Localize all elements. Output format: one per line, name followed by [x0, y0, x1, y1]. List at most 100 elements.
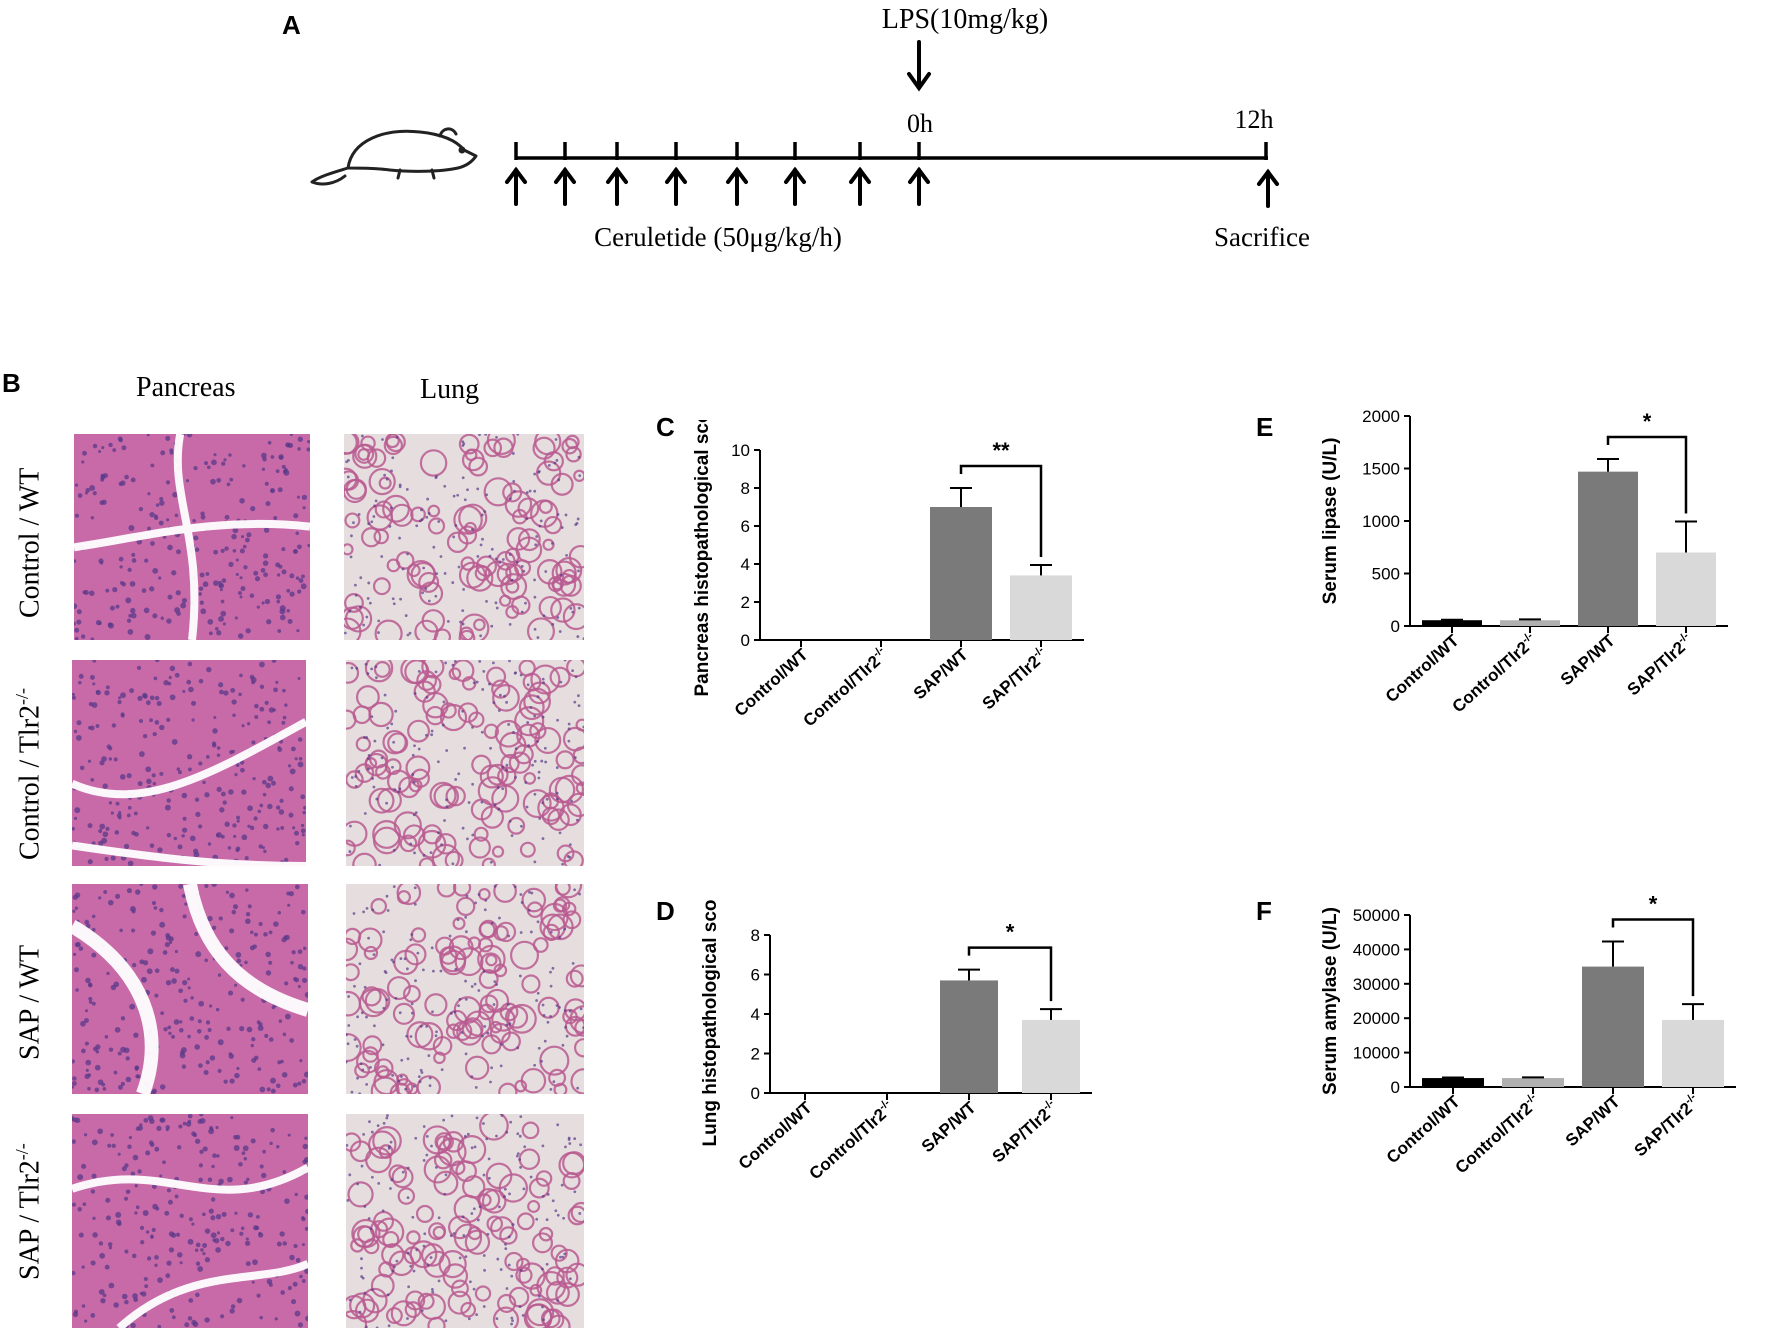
x-tick-label: Control/WT — [1383, 1091, 1464, 1167]
y-tick-label: 1500 — [1362, 460, 1400, 479]
axes: 0 2 4 6 8 10 — [731, 441, 1084, 650]
y-tick-label: 2000 — [1362, 410, 1400, 426]
x-tick-label: Control/Tlr2-/- — [799, 644, 892, 731]
y-tick-label: 0 — [751, 1084, 760, 1103]
pancreas-histology-image-row1 — [74, 434, 310, 640]
row-label-control-tlr2: Control / Tlr2-/- — [12, 687, 46, 860]
bar — [1010, 575, 1072, 640]
x-tick-label: SAP/Tlr2-/- — [988, 1097, 1062, 1166]
timeline-diagram: LPS(10mg/kg) 0h 12h Ceruletide (50μg/kg/… — [310, 4, 1310, 252]
significance-label: * — [1006, 920, 1015, 945]
injection-arrow-icon — [554, 166, 576, 206]
bar — [930, 507, 992, 640]
bar — [1502, 1078, 1564, 1087]
significance-bracket — [967, 946, 1053, 1002]
significance-label: * — [1643, 410, 1652, 434]
lung-histology-image-row2 — [346, 660, 584, 866]
panel-letter-f: F — [1256, 896, 1272, 926]
t0-label: 0h — [907, 109, 933, 138]
x-tick-label: SAP/WT — [910, 644, 972, 703]
y-axis-title: Serum lipase (U/L) — [1320, 438, 1341, 605]
bar — [1582, 966, 1644, 1087]
significance-bracket — [1606, 435, 1688, 514]
x-tick-label: Control/WT — [1382, 630, 1463, 706]
significance-label: ** — [992, 438, 1010, 463]
bar — [1662, 1019, 1724, 1087]
injection-arrow-icon — [908, 166, 930, 206]
x-tick-label: Control/WT — [735, 1097, 816, 1173]
bar — [1422, 1078, 1484, 1087]
bar — [1500, 620, 1560, 626]
x-tick-label: Control/WT — [731, 644, 812, 720]
ceruletide-arrows — [505, 166, 930, 206]
y-tick-label: 40000 — [1353, 940, 1400, 959]
significance-bracket — [1611, 918, 1695, 997]
chart-serum-amylase: 0 10000 20000 30000 40000 50000 Serum amylase … — [1320, 895, 1736, 1178]
y-tick-label: 0 — [1391, 617, 1400, 636]
chart-pancreas-score: 0 2 4 6 8 10 Pancreas histopathological score C… — [692, 420, 1084, 731]
bar — [940, 980, 998, 1093]
x-tick-label: SAP/Tlr2-/- — [1623, 630, 1697, 699]
x-tick-label: SAP/Tlr2-/- — [1630, 1091, 1704, 1160]
y-tick-label: 0 — [1391, 1078, 1400, 1097]
y-tick-label: 4 — [751, 1005, 760, 1024]
row-label-sap-tlr2: SAP / Tlr2-/- — [12, 1143, 46, 1280]
axes: 0 10000 20000 30000 40000 50000 — [1353, 906, 1736, 1097]
significance-label: * — [1649, 895, 1658, 916]
y-tick-label: 8 — [741, 479, 750, 498]
panel-letter-c: C — [656, 412, 675, 442]
x-tick-label: SAP/WT — [1562, 1091, 1624, 1150]
injection-arrow-icon — [726, 166, 748, 206]
x-tick-label: Control/Tlr2-/- — [1448, 630, 1541, 717]
column-header-pancreas: Pancreas — [136, 372, 236, 403]
injection-arrow-icon — [606, 166, 628, 206]
y-tick-label: 500 — [1372, 565, 1400, 584]
bar — [1022, 1019, 1080, 1093]
injection-arrow-icon — [784, 166, 806, 206]
y-axis-title: Lung histopathological score — [700, 900, 721, 1146]
y-tick-label: 6 — [751, 966, 760, 985]
injection-arrow-icon — [665, 166, 687, 206]
t12-label: 12h — [1235, 105, 1274, 134]
pancreas-histology-image-row4 — [72, 1114, 308, 1328]
y-tick-label: 50000 — [1353, 906, 1400, 925]
y-axis-title: Serum amylase (U/L) — [1320, 907, 1341, 1095]
pancreas-histology-image-row2 — [72, 660, 306, 866]
lung-histology-image-row1 — [344, 434, 584, 640]
panel-letter-d: D — [656, 896, 675, 926]
y-tick-label: 8 — [751, 926, 760, 945]
chart-serum-lipase: 0 500 1000 1500 2000 Serum lipase (U/L) Contro… — [1320, 410, 1728, 717]
chart-lung-score: 0 2 4 6 8 Lung histopathological score Control… — [700, 900, 1092, 1184]
y-tick-label: 2 — [741, 593, 750, 612]
sacrifice-label: Sacrifice — [1214, 222, 1310, 252]
ceruletide-label: Ceruletide (50μg/kg/h) — [594, 222, 842, 252]
x-tick-label: SAP/WT — [918, 1097, 980, 1156]
x-tick-label: SAP/WT — [1557, 630, 1619, 689]
panel-letter-e: E — [1256, 412, 1274, 442]
bar — [1578, 471, 1638, 626]
y-tick-label: 10 — [731, 441, 750, 460]
panel-letter-a: A — [282, 10, 301, 40]
y-tick-label: 10000 — [1353, 1044, 1400, 1063]
lung-histology-image-row4 — [346, 1114, 584, 1328]
y-tick-label: 4 — [741, 555, 750, 574]
y-tick-label: 30000 — [1353, 975, 1400, 994]
mouse-icon — [310, 127, 478, 186]
x-tick-label: Control/Tlr2-/- — [1451, 1091, 1544, 1178]
x-tick-label: SAP/Tlr2-/- — [978, 644, 1052, 713]
lps-label: LPS(10mg/kg) — [882, 4, 1048, 35]
y-axis-title: Pancreas histopathological score — [692, 420, 713, 697]
injection-arrow-icon — [505, 166, 527, 206]
sacrifice-arrow-icon — [1257, 168, 1279, 208]
pancreas-histology-image-row3 — [72, 884, 308, 1094]
bar — [1656, 552, 1716, 626]
y-tick-label: 2 — [751, 1045, 760, 1064]
row-label-sap-wt: SAP / WT — [14, 944, 46, 1060]
bar — [1422, 620, 1482, 626]
y-tick-label: 1000 — [1362, 512, 1400, 531]
lps-arrow-icon — [907, 40, 931, 92]
injection-arrow-icon — [849, 166, 871, 206]
y-tick-label: 0 — [741, 631, 750, 650]
x-tick-label: Control/Tlr2-/- — [805, 1097, 898, 1184]
column-header-lung: Lung — [420, 374, 480, 405]
